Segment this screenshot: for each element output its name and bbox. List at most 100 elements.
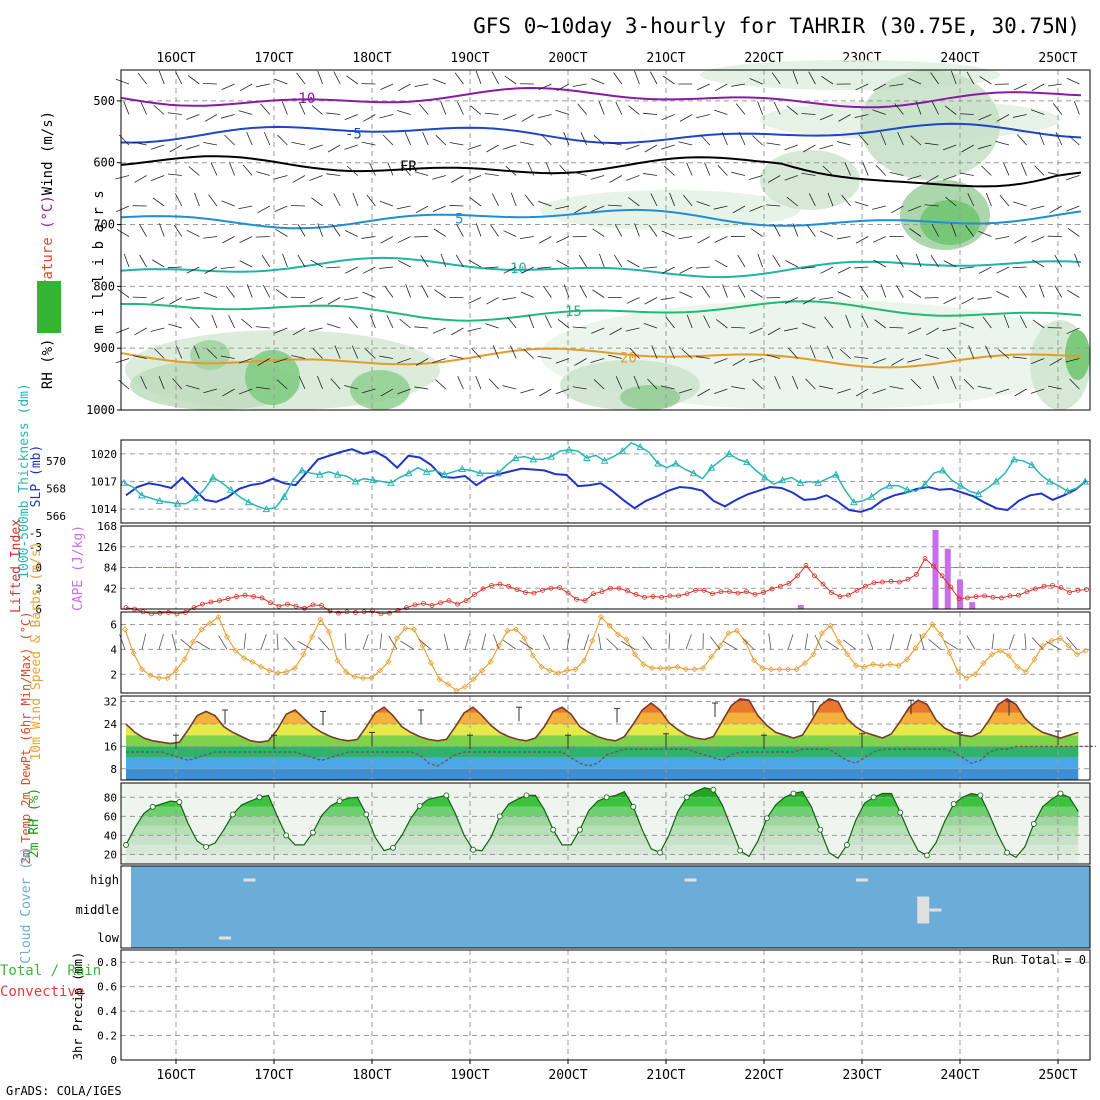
y-tick-label: 500	[93, 94, 115, 108]
wind10-line	[124, 615, 1086, 692]
rh2m-marker	[1004, 849, 1010, 856]
wind10-marker	[1005, 652, 1013, 659]
wind-barb	[855, 388, 869, 397]
wind10-barb	[418, 638, 432, 650]
wind-barb	[854, 356, 869, 359]
lifted-index-marker	[472, 592, 477, 597]
panel-frame	[120, 439, 1091, 524]
precip-conv-label: Convective	[0, 984, 84, 1000]
cape-ylabel: CAPE (J/kg)	[71, 525, 86, 611]
wind-barb	[262, 284, 271, 298]
y-tick-label: 600	[93, 156, 115, 170]
wind-barb	[950, 70, 957, 85]
wind-barb	[346, 166, 359, 176]
wind-barb	[891, 205, 904, 214]
wind-barb	[695, 356, 710, 359]
lifted-index-marker	[225, 596, 231, 602]
wind-barb	[995, 140, 1010, 146]
wind-barb	[175, 71, 183, 85]
wind-barb	[1034, 165, 1045, 176]
wind10-marker	[886, 661, 894, 668]
wind10-barb	[804, 633, 809, 650]
wind-barb	[281, 101, 288, 115]
wind-barb	[854, 201, 869, 207]
wind10-marker	[317, 616, 324, 623]
wind-barb	[1047, 83, 1062, 87]
wind-barb	[679, 291, 693, 298]
thickness-marker	[796, 478, 805, 486]
wind-barb	[771, 72, 781, 85]
wind-barb	[643, 323, 658, 329]
wind-barb	[292, 175, 306, 183]
wind-barb	[773, 223, 781, 237]
wind-barb	[998, 349, 1010, 359]
wind-barb	[1014, 236, 1027, 244]
wind-barb	[819, 144, 834, 150]
thickness-marker	[582, 453, 591, 461]
wind10-marker	[640, 661, 647, 668]
thickness-marker	[422, 467, 431, 475]
wind-barb	[399, 318, 411, 329]
wind-barb	[168, 323, 182, 329]
wind-barb	[369, 162, 376, 176]
wind10-marker	[181, 656, 188, 663]
wind-barb	[801, 266, 816, 269]
wind-barb	[140, 101, 147, 115]
rh2m-band	[126, 806, 1079, 817]
wind10-barb	[119, 634, 126, 650]
cloud-tick-label: low	[97, 931, 119, 945]
wind-barb	[932, 101, 939, 115]
wind-barb	[449, 142, 464, 146]
wind10-marker	[419, 642, 426, 649]
thickness-tick-label: 570	[46, 455, 66, 468]
temp-tick-label: 16	[104, 740, 117, 753]
wind10-marker	[521, 635, 528, 642]
wind-barb	[1074, 101, 1080, 115]
cloud-bar	[243, 878, 256, 882]
wind-barb	[116, 205, 130, 213]
thickness-marker	[280, 492, 289, 500]
wind-barb	[714, 236, 728, 243]
wind-barb	[1055, 132, 1063, 146]
wind-barb	[932, 375, 939, 390]
wind-barb	[414, 171, 429, 176]
wind-barb	[187, 75, 200, 85]
thickness-marker	[867, 492, 876, 500]
wind-barb	[732, 205, 746, 214]
wind-barb	[1039, 284, 1045, 298]
thickness-marker	[903, 485, 912, 493]
wind-barb	[609, 175, 622, 183]
wind-barb	[960, 322, 974, 329]
rh2m-marker	[176, 799, 183, 805]
wind-barb	[961, 144, 974, 153]
wind10-barb	[685, 634, 692, 650]
lifted-index-marker	[948, 584, 953, 590]
wind-barb	[703, 315, 711, 329]
wind-barb	[737, 285, 746, 298]
temp-band	[126, 757, 1079, 769]
wind-barb	[167, 112, 182, 115]
wind10-marker	[776, 666, 783, 673]
thickness-marker	[1027, 460, 1036, 468]
wind-barb	[978, 266, 992, 274]
rh2m-marker	[710, 786, 717, 793]
lifted-index-marker	[939, 573, 945, 579]
thickness-tick-label: 568	[46, 482, 66, 495]
wind10-barb	[379, 633, 383, 650]
wind10-marker	[393, 635, 401, 642]
wind-barb	[1066, 205, 1080, 212]
wind-barb	[362, 291, 376, 298]
wind-barb	[696, 83, 710, 91]
rh2m-marker	[1030, 821, 1037, 827]
wind-barb	[767, 175, 781, 183]
lifted-index-marker	[871, 580, 877, 586]
wind10-marker	[691, 666, 698, 673]
wind-barb	[722, 284, 728, 298]
wind-barb	[995, 236, 1010, 240]
wind-barb	[572, 171, 587, 176]
wind-barb	[664, 165, 675, 176]
wind10-barb	[710, 636, 721, 650]
wind10-marker	[1031, 656, 1038, 663]
wind-barb	[297, 254, 306, 268]
wind10-marker	[997, 647, 1004, 654]
